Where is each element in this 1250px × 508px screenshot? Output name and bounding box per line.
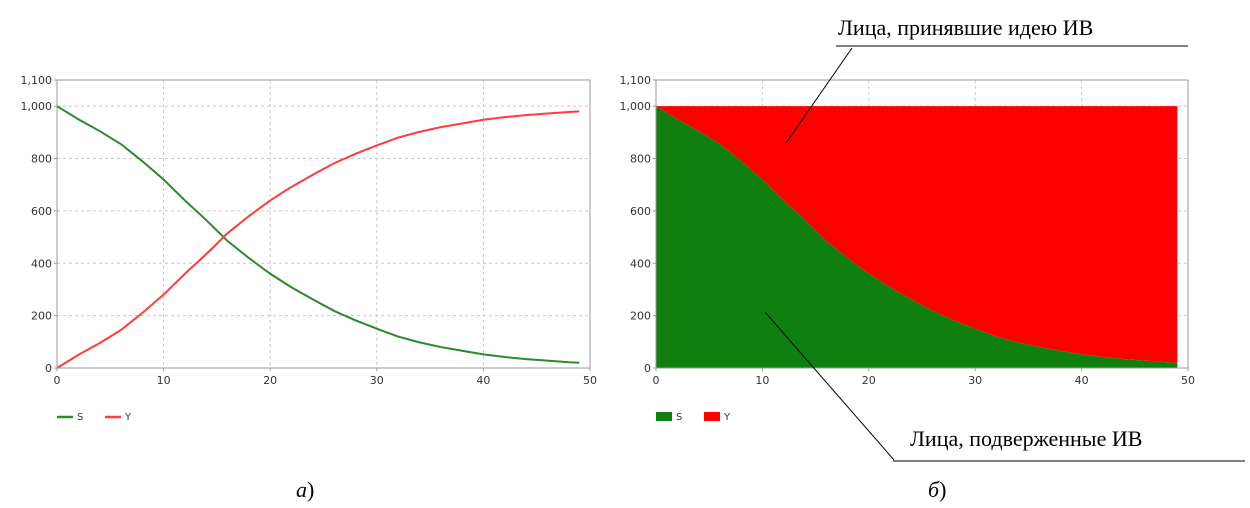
annotation-susceptible: Лица, подверженные ИВ	[764, 311, 1245, 462]
chart-b-xtick-label: 30	[968, 374, 982, 387]
chart-b-ytick-label: 400	[630, 257, 651, 270]
chart-a-ytick-label: 400	[31, 257, 52, 270]
annotation-adopted: Лица, принявшие идею ИВ	[785, 15, 1188, 144]
chart-a: 0 200 400 600 800 1,000 1,100 0 10 20 30 40 50 S Y	[21, 74, 598, 423]
chart-b-ytick-label: 1,000	[620, 100, 652, 113]
chart-b-frame	[655, 79, 1189, 369]
chart-a-legend-label-S: S	[77, 412, 83, 423]
chart-b-xtick-label: 0	[653, 374, 660, 387]
panel-label-a: а)	[296, 477, 314, 502]
chart-a-ytick-label: 1,000	[21, 100, 53, 113]
chart-a-plot-area	[57, 80, 590, 368]
chart-b-xtick-label: 40	[1075, 374, 1089, 387]
chart-b-area-S	[656, 106, 1178, 368]
chart-a-line-S	[56, 105, 580, 364]
chart-a-frame	[56, 79, 591, 369]
chart-a-xtick-label: 30	[370, 374, 384, 387]
chart-a-xtick-label: 40	[476, 374, 490, 387]
chart-b-ytick-label: 600	[630, 205, 651, 218]
chart-b-ytick-label: 800	[630, 153, 651, 166]
chart-b-legend-label-Y: Y	[723, 412, 731, 423]
chart-a-ytick-label: 200	[31, 310, 52, 323]
chart-b-area-Y	[656, 106, 1178, 363]
chart-a-legend-label-Y: Y	[124, 412, 132, 423]
chart-b-legend-swatch-S	[656, 412, 672, 421]
chart-a-ytick-label: 600	[31, 205, 52, 218]
chart-a-xtick-label: 0	[54, 374, 61, 387]
chart-b-ytick-label: 1,100	[620, 74, 652, 87]
annotation-adopted-text: Лица, принявшие идею ИВ	[838, 15, 1093, 40]
panel-label-b: б)	[928, 477, 946, 502]
annotation-adopted-pointer	[785, 47, 853, 144]
chart-a-ytick-label: 800	[31, 153, 52, 166]
annotation-susceptible-text: Лица, подверженные ИВ	[910, 426, 1142, 451]
chart-a-xtick-label: 10	[157, 374, 171, 387]
chart-b: 0 200 400 600 800 1,000 1,100 0 10 20 30 40 50 S Y	[620, 74, 1196, 423]
chart-a-xtick-label: 20	[263, 374, 277, 387]
chart-a-ytick-label: 0	[45, 362, 52, 375]
chart-b-legend-swatch-Y	[704, 412, 720, 421]
chart-b-ytick-label: 200	[630, 310, 651, 323]
chart-a-xtick-label: 50	[583, 374, 597, 387]
annotation-susceptible-pointer	[764, 311, 895, 461]
chart-b-ytick-label: 0	[644, 362, 651, 375]
chart-b-xtick-label: 50	[1181, 374, 1195, 387]
chart-a-ytick-label: 1,100	[21, 74, 53, 87]
chart-a-line-Y	[56, 110, 580, 369]
chart-b-legend-label-S: S	[676, 412, 682, 423]
chart-b-xtick-label: 20	[862, 374, 876, 387]
chart-b-xtick-label: 10	[755, 374, 769, 387]
